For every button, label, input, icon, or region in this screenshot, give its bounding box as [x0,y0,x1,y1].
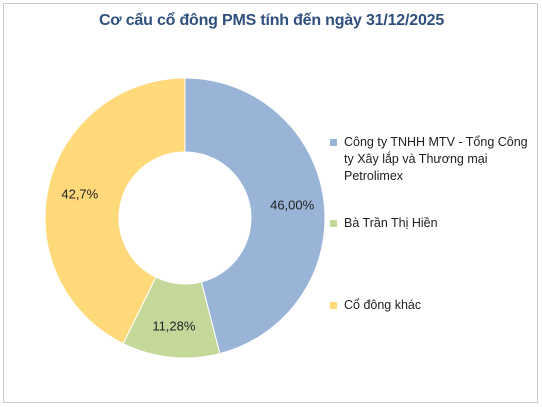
legend-swatch [330,220,337,227]
legend-swatch [330,139,337,146]
slice-label-co-dong-khac: 42,7% [61,187,98,202]
slice-label-petrolimex: 46,00% [270,197,315,212]
legend-label: Cổ đông khác [344,298,422,312]
donut-chart: 46,00% 11,28% 42,7% [44,77,326,359]
chart-frame: Cơ cấu cổ đông PMS tính đến ngày 31/12/2… [3,3,538,403]
chart-title: Cơ cấu cổ đông PMS tính đến ngày 31/12/2… [98,12,445,29]
slice-petrolimex [184,77,326,355]
legend-label: Bà Trần Thị Hiền [344,216,438,230]
legend-swatch [330,302,337,309]
slice-co-dong-khac [44,77,186,345]
slice-label-tran-thi-hien: 11,28% [152,318,196,333]
legend-label: Công ty TNHH MTV - Tổng Công ty Xây lắp … [344,135,528,183]
